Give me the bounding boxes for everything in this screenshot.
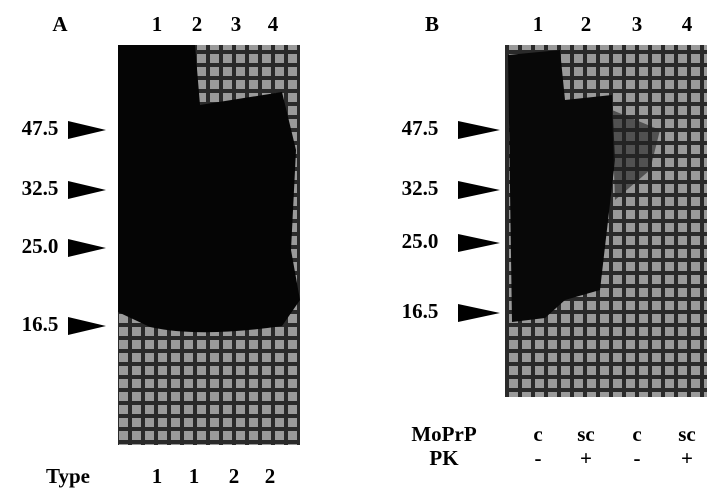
row-value: c <box>632 422 641 446</box>
row-value: 2 <box>265 464 276 488</box>
marker-arrow <box>68 121 106 139</box>
marker-label: 16.5 <box>22 312 59 336</box>
row-value: + <box>580 446 592 470</box>
row-value: - <box>634 446 641 470</box>
row-value: 1 <box>189 464 200 488</box>
marker-arrow <box>458 234 500 252</box>
row-value: + <box>681 446 693 470</box>
row-label: PK <box>429 446 459 470</box>
marker-label: 32.5 <box>22 176 59 200</box>
panel-label: A <box>52 12 68 36</box>
marker-arrow <box>68 317 106 335</box>
marker-label: 47.5 <box>22 116 59 140</box>
row-value: sc <box>678 422 696 446</box>
row-value: c <box>533 422 542 446</box>
marker-label: 25.0 <box>22 234 59 258</box>
row-value: 2 <box>229 464 240 488</box>
lane-number: 4 <box>268 12 279 36</box>
row-value: sc <box>577 422 595 446</box>
blot-b <box>505 45 707 397</box>
lane-number: 4 <box>682 12 693 36</box>
panel-label: B <box>425 12 439 36</box>
blot-a <box>118 45 300 445</box>
marker-arrow <box>68 181 106 199</box>
marker-arrow <box>458 121 500 139</box>
row-label: MoPrP <box>411 422 476 446</box>
marker-arrows <box>68 121 500 335</box>
lane-number: 2 <box>192 12 203 36</box>
marker-label: 47.5 <box>402 116 439 140</box>
marker-label: 25.0 <box>402 229 439 253</box>
lane-number: 1 <box>152 12 163 36</box>
marker-label: 32.5 <box>402 176 439 200</box>
marker-arrow <box>68 239 106 257</box>
lane-number: 1 <box>533 12 544 36</box>
row-value: 1 <box>152 464 163 488</box>
marker-arrow <box>458 181 500 199</box>
lane-number: 2 <box>581 12 592 36</box>
lane-number: 3 <box>231 12 242 36</box>
marker-arrow <box>458 304 500 322</box>
lane-number: 3 <box>632 12 643 36</box>
marker-label: 16.5 <box>402 299 439 323</box>
row-value: - <box>535 446 542 470</box>
row-label: Type <box>46 464 90 488</box>
